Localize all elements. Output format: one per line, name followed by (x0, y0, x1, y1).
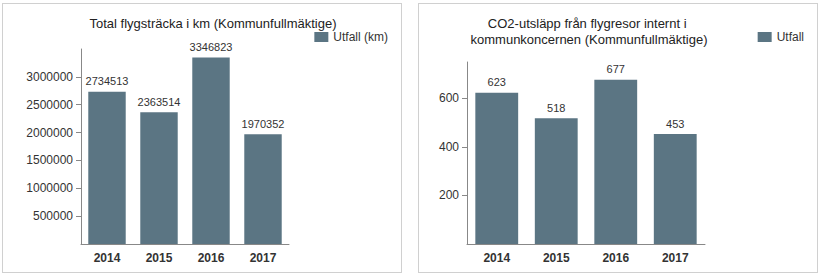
svg-text:623: 623 (488, 76, 506, 88)
svg-text:2734513: 2734513 (86, 75, 129, 87)
svg-text:2363514: 2363514 (138, 96, 181, 108)
svg-text:518: 518 (547, 102, 565, 114)
svg-text:Utfall (km): Utfall (km) (333, 30, 388, 44)
svg-text:2014: 2014 (94, 251, 121, 265)
svg-text:1000000: 1000000 (26, 181, 73, 195)
svg-text:400: 400 (439, 140, 459, 154)
svg-text:500000: 500000 (33, 209, 73, 223)
svg-text:677: 677 (607, 63, 625, 75)
svg-text:2500000: 2500000 (26, 98, 73, 112)
svg-text:453: 453 (666, 118, 684, 130)
svg-text:2000000: 2000000 (26, 126, 73, 140)
svg-text:kommunkoncernen (Kommunfullmäk: kommunkoncernen (Kommunfullmäktige) (471, 32, 708, 47)
svg-text:3000000: 3000000 (26, 70, 73, 84)
svg-text:2017: 2017 (662, 251, 689, 265)
svg-text:600: 600 (439, 91, 459, 105)
svg-text:1500000: 1500000 (26, 153, 73, 167)
svg-text:1970352: 1970352 (242, 118, 285, 130)
svg-text:Total flygsträcka i km (Kommun: Total flygsträcka i km (Kommunfullmäktig… (89, 16, 336, 31)
svg-text:2017: 2017 (250, 251, 277, 265)
svg-text:2016: 2016 (198, 251, 225, 265)
svg-text:CO2-utsläpp från flygresor int: CO2-utsläpp från flygresor internt i (488, 16, 690, 31)
svg-text:2015: 2015 (146, 251, 173, 265)
svg-text:200: 200 (439, 188, 459, 202)
svg-text:2014: 2014 (483, 251, 510, 265)
svg-text:Utfall: Utfall (777, 30, 804, 44)
svg-text:2016: 2016 (602, 251, 629, 265)
svg-text:3346823: 3346823 (190, 41, 233, 53)
svg-text:2015: 2015 (543, 251, 570, 265)
